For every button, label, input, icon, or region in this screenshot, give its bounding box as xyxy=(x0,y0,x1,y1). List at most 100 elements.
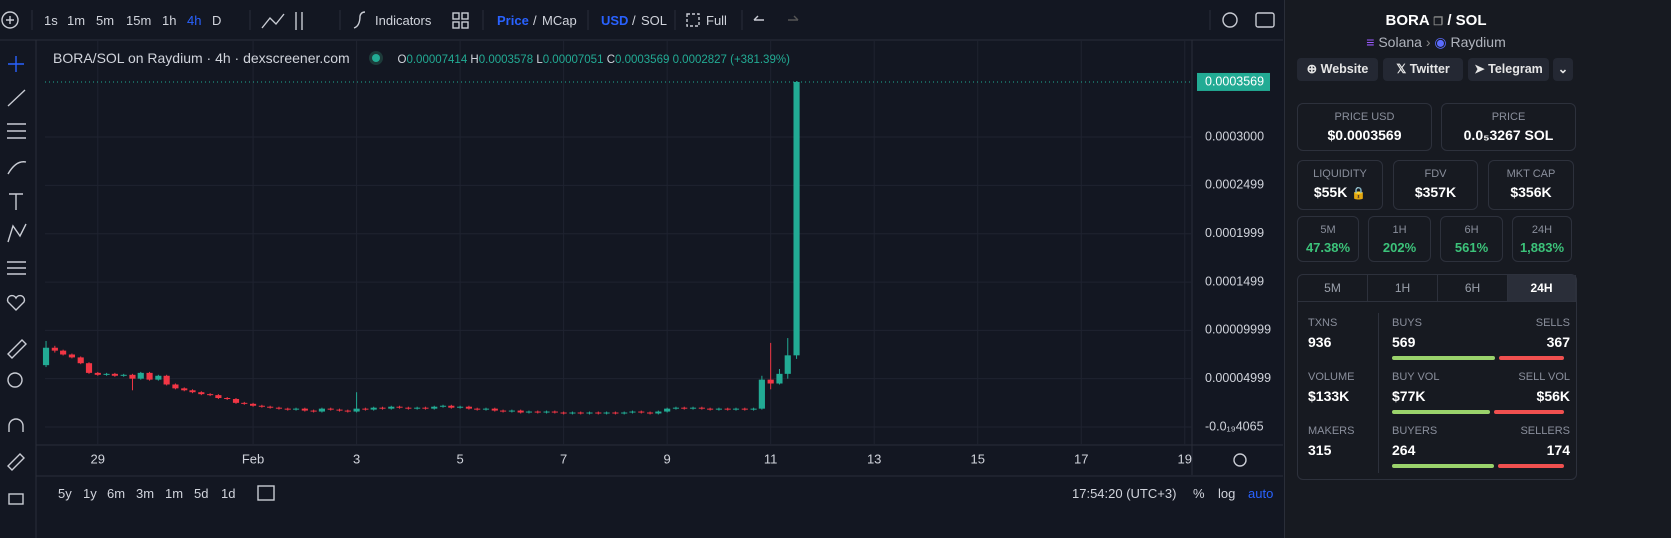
gear-icon[interactable] xyxy=(1222,12,1238,28)
auto-toggle[interactable]: auto xyxy=(1248,486,1274,501)
sep: / xyxy=(1447,12,1452,29)
interval[interactable]: 5m xyxy=(96,13,115,28)
interval[interactable]: 4h xyxy=(187,13,202,28)
settings-icon[interactable] xyxy=(1233,453,1247,467)
card-label: PRICE USD xyxy=(1334,111,1395,123)
fib-tool[interactable] xyxy=(7,123,26,139)
range[interactable]: 6m xyxy=(107,486,126,501)
full-button[interactable]: Full xyxy=(706,13,727,28)
stat-value: 264 xyxy=(1392,442,1416,458)
ohlc-label: H xyxy=(470,54,479,66)
tab[interactable]: 1H xyxy=(1368,275,1438,301)
redo-icon[interactable] xyxy=(788,15,799,21)
lock-draw-tool[interactable] xyxy=(7,453,25,471)
stat-label: SELLERS xyxy=(1520,425,1570,437)
brush-tool[interactable] xyxy=(7,161,27,175)
text-tool[interactable] xyxy=(9,193,23,210)
candle-body xyxy=(681,407,688,409)
range[interactable]: 5y xyxy=(58,486,72,501)
candle-body xyxy=(525,411,533,413)
link-button[interactable]: ⊕ Website xyxy=(1297,58,1378,81)
tool-icons xyxy=(1,11,1275,505)
range[interactable]: 5d xyxy=(194,486,209,501)
tabs: 5M 1H 6H 24H xyxy=(1298,275,1576,302)
add-icon[interactable] xyxy=(1,11,19,29)
candle-body xyxy=(198,392,205,395)
toggle-sep: / xyxy=(632,13,636,28)
interval[interactable]: 15m xyxy=(126,13,152,28)
stat-value: 174 xyxy=(1546,442,1570,458)
candle-body xyxy=(181,388,188,391)
indicators-button[interactable]: Indicators xyxy=(375,13,432,28)
candle-body xyxy=(517,410,524,413)
candle-body xyxy=(499,410,507,412)
prediction-tool[interactable] xyxy=(7,261,26,275)
candle-body xyxy=(258,405,265,407)
pattern-tool[interactable] xyxy=(7,223,27,243)
camera-icon[interactable] xyxy=(1255,12,1275,28)
percent-toggle[interactable]: % xyxy=(1193,486,1205,501)
candle-body xyxy=(534,411,541,413)
dex[interactable]: Raydium xyxy=(1450,34,1506,50)
stats-box: 5M 1H 6H 24H TXNS 936 BUYS 569 SELLS 367 VOLUME $1… xyxy=(1297,274,1577,480)
card-label: 5M xyxy=(1320,224,1336,236)
favorites-tool[interactable] xyxy=(6,294,26,311)
tab[interactable]: 5M xyxy=(1298,275,1368,301)
x-tick-label: 7 xyxy=(560,451,567,466)
zoom-tool[interactable] xyxy=(7,372,23,388)
price-toggle[interactable]: Price xyxy=(497,13,529,28)
calendar-icon[interactable] xyxy=(257,485,275,501)
tab[interactable]: 6H xyxy=(1438,275,1508,301)
candle-type-icon[interactable] xyxy=(295,12,303,30)
range[interactable]: 1m xyxy=(165,486,184,501)
tab[interactable]: 24H xyxy=(1508,275,1576,301)
lock-tool[interactable] xyxy=(8,493,24,505)
y-tick-label: 0.0003000 xyxy=(1205,129,1264,143)
chain[interactable]: Solana xyxy=(1378,34,1422,50)
interval[interactable]: 1s xyxy=(44,13,58,28)
candle-body xyxy=(767,379,774,384)
candle-body xyxy=(146,372,153,380)
mcap-toggle[interactable]: MCap xyxy=(542,13,577,28)
candle-body xyxy=(215,395,222,399)
card-value: 0.0₅3267 SOL xyxy=(1463,127,1554,143)
candle-body xyxy=(707,408,714,410)
candle-body xyxy=(672,407,680,409)
range[interactable]: 3m xyxy=(136,486,155,501)
usd-toggle[interactable]: USD xyxy=(601,13,629,28)
magnet-tool[interactable] xyxy=(8,418,24,432)
interval[interactable]: D xyxy=(212,13,222,28)
line-tool[interactable] xyxy=(7,89,26,107)
pair-title: BORA ❐ / SOL xyxy=(1385,12,1487,29)
stat-value: 315 xyxy=(1308,442,1332,458)
candle-body xyxy=(595,412,602,414)
log-toggle[interactable]: log xyxy=(1218,486,1236,501)
crosshair-tool[interactable] xyxy=(8,56,24,72)
candle-body xyxy=(439,405,447,407)
y-tick-label: 0.00004999 xyxy=(1205,371,1271,385)
sell-bar xyxy=(1497,464,1564,468)
link-button[interactable]: 𝕏 Twitter xyxy=(1383,58,1463,81)
range[interactable]: 1d xyxy=(221,486,236,501)
interval[interactable]: 1h xyxy=(162,13,177,28)
chart-legend: BORA/SOL on Raydium · 4h · dexscreener.c… xyxy=(53,50,790,66)
y-tick-label: -0.0₁₉4065 xyxy=(1205,419,1264,433)
more-links[interactable]: ⌄ xyxy=(1553,58,1573,81)
x-tick-label: 3 xyxy=(353,451,360,466)
candle-body xyxy=(120,374,127,376)
indicator-icon[interactable] xyxy=(353,11,366,29)
interval[interactable]: 1m xyxy=(67,13,86,28)
link-button[interactable]: ➤ Telegram xyxy=(1468,58,1549,81)
full-icon[interactable] xyxy=(686,13,700,27)
line-type-icon[interactable] xyxy=(261,13,285,29)
sol-toggle[interactable]: SOL xyxy=(641,13,668,28)
ruler-tool[interactable] xyxy=(7,339,27,359)
live-dot xyxy=(371,54,380,62)
range[interactable]: 1y xyxy=(83,486,97,501)
last-price-box xyxy=(1197,72,1270,91)
candle-body xyxy=(155,375,162,380)
undo-icon[interactable] xyxy=(753,15,764,21)
link-text: Telegram xyxy=(1488,62,1543,76)
last-price-label: 0.0003569 xyxy=(1205,74,1264,88)
candle-body xyxy=(249,403,257,406)
